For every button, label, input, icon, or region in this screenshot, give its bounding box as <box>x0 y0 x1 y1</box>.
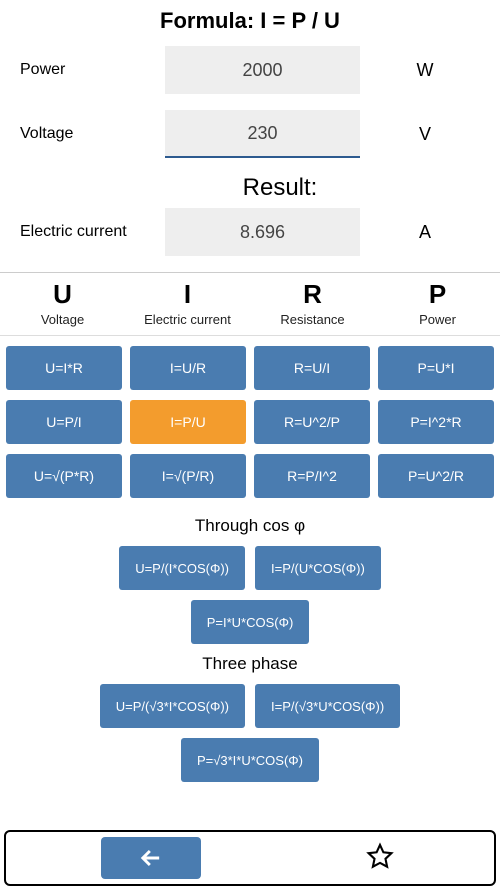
star-icon <box>366 842 394 870</box>
formula-button[interactable]: U=I*R <box>6 346 122 390</box>
cos-section-label: Through cos φ <box>0 516 500 536</box>
formula-title: Formula: I = P / U <box>0 8 500 34</box>
formula-button[interactable]: P=√3*I*U*COS(Φ) <box>181 738 319 782</box>
formula-button[interactable]: R=U^2/P <box>254 400 370 444</box>
col-u: U Voltage <box>0 273 125 335</box>
col-i: I Electric current <box>125 273 250 335</box>
col-r: R Resistance <box>250 273 375 335</box>
formula-button[interactable]: P=I*U*COS(Φ) <box>191 600 310 644</box>
formula-grid: U=I*RI=U/RR=U/IP=U*I U=P/II=P/UR=U^2/PP=I… <box>0 336 500 508</box>
cos-row-2: P=I*U*COS(Φ) <box>0 600 500 644</box>
bottom-bar <box>4 830 496 886</box>
formula-button[interactable]: I=√(P/R) <box>130 454 246 498</box>
cos-row-1: U=P/(I*COS(Φ))I=P/(U*COS(Φ)) <box>0 546 500 590</box>
column-headers: U Voltage I Electric current R Resistanc… <box>0 273 500 336</box>
power-label: Power <box>10 61 165 79</box>
formula-button[interactable]: I=P/(U*COS(Φ)) <box>255 546 381 590</box>
voltage-unit: V <box>360 124 490 145</box>
result-value: 8.696 <box>165 208 360 256</box>
formula-button[interactable]: U=P/I <box>6 400 122 444</box>
formula-button[interactable]: U=√(P*R) <box>6 454 122 498</box>
power-unit: W <box>360 60 490 81</box>
voltage-input[interactable]: 230 <box>165 110 360 158</box>
formula-button[interactable]: R=U/I <box>254 346 370 390</box>
power-input[interactable]: 2000 <box>165 46 360 94</box>
input-row-power: Power 2000 W <box>10 46 490 94</box>
formula-button[interactable]: I=U/R <box>130 346 246 390</box>
formula-button[interactable]: R=P/I^2 <box>254 454 370 498</box>
result-heading: Result: <box>70 174 490 202</box>
formula-button[interactable]: P=U*I <box>378 346 494 390</box>
formula-button[interactable]: I=P/(√3*U*COS(Φ)) <box>255 684 400 728</box>
result-row: Electric current 8.696 A <box>10 208 490 256</box>
three-row-1: U=P/(√3*I*COS(Φ))I=P/(√3*U*COS(Φ)) <box>0 684 500 728</box>
formula-button[interactable]: U=P/(√3*I*COS(Φ)) <box>100 684 245 728</box>
three-section-label: Three phase <box>0 654 500 674</box>
formula-button[interactable]: P=U^2/R <box>378 454 494 498</box>
input-section: Power 2000 W Voltage 230 V Result: Elect… <box>0 46 500 256</box>
result-unit: A <box>360 222 490 243</box>
favorite-button[interactable] <box>366 842 394 875</box>
back-button[interactable] <box>101 837 201 879</box>
col-p: P Power <box>375 273 500 335</box>
result-name: Electric current <box>10 223 165 241</box>
three-row-2: P=√3*I*U*COS(Φ) <box>0 738 500 782</box>
formula-button[interactable]: I=P/U <box>130 400 246 444</box>
formula-header: Formula: I = P / U <box>0 0 500 46</box>
arrow-left-icon <box>137 844 165 872</box>
formula-button[interactable]: U=P/(I*COS(Φ)) <box>119 546 245 590</box>
input-row-voltage: Voltage 230 V <box>10 110 490 158</box>
formula-button[interactable]: P=I^2*R <box>378 400 494 444</box>
voltage-label: Voltage <box>10 125 165 143</box>
